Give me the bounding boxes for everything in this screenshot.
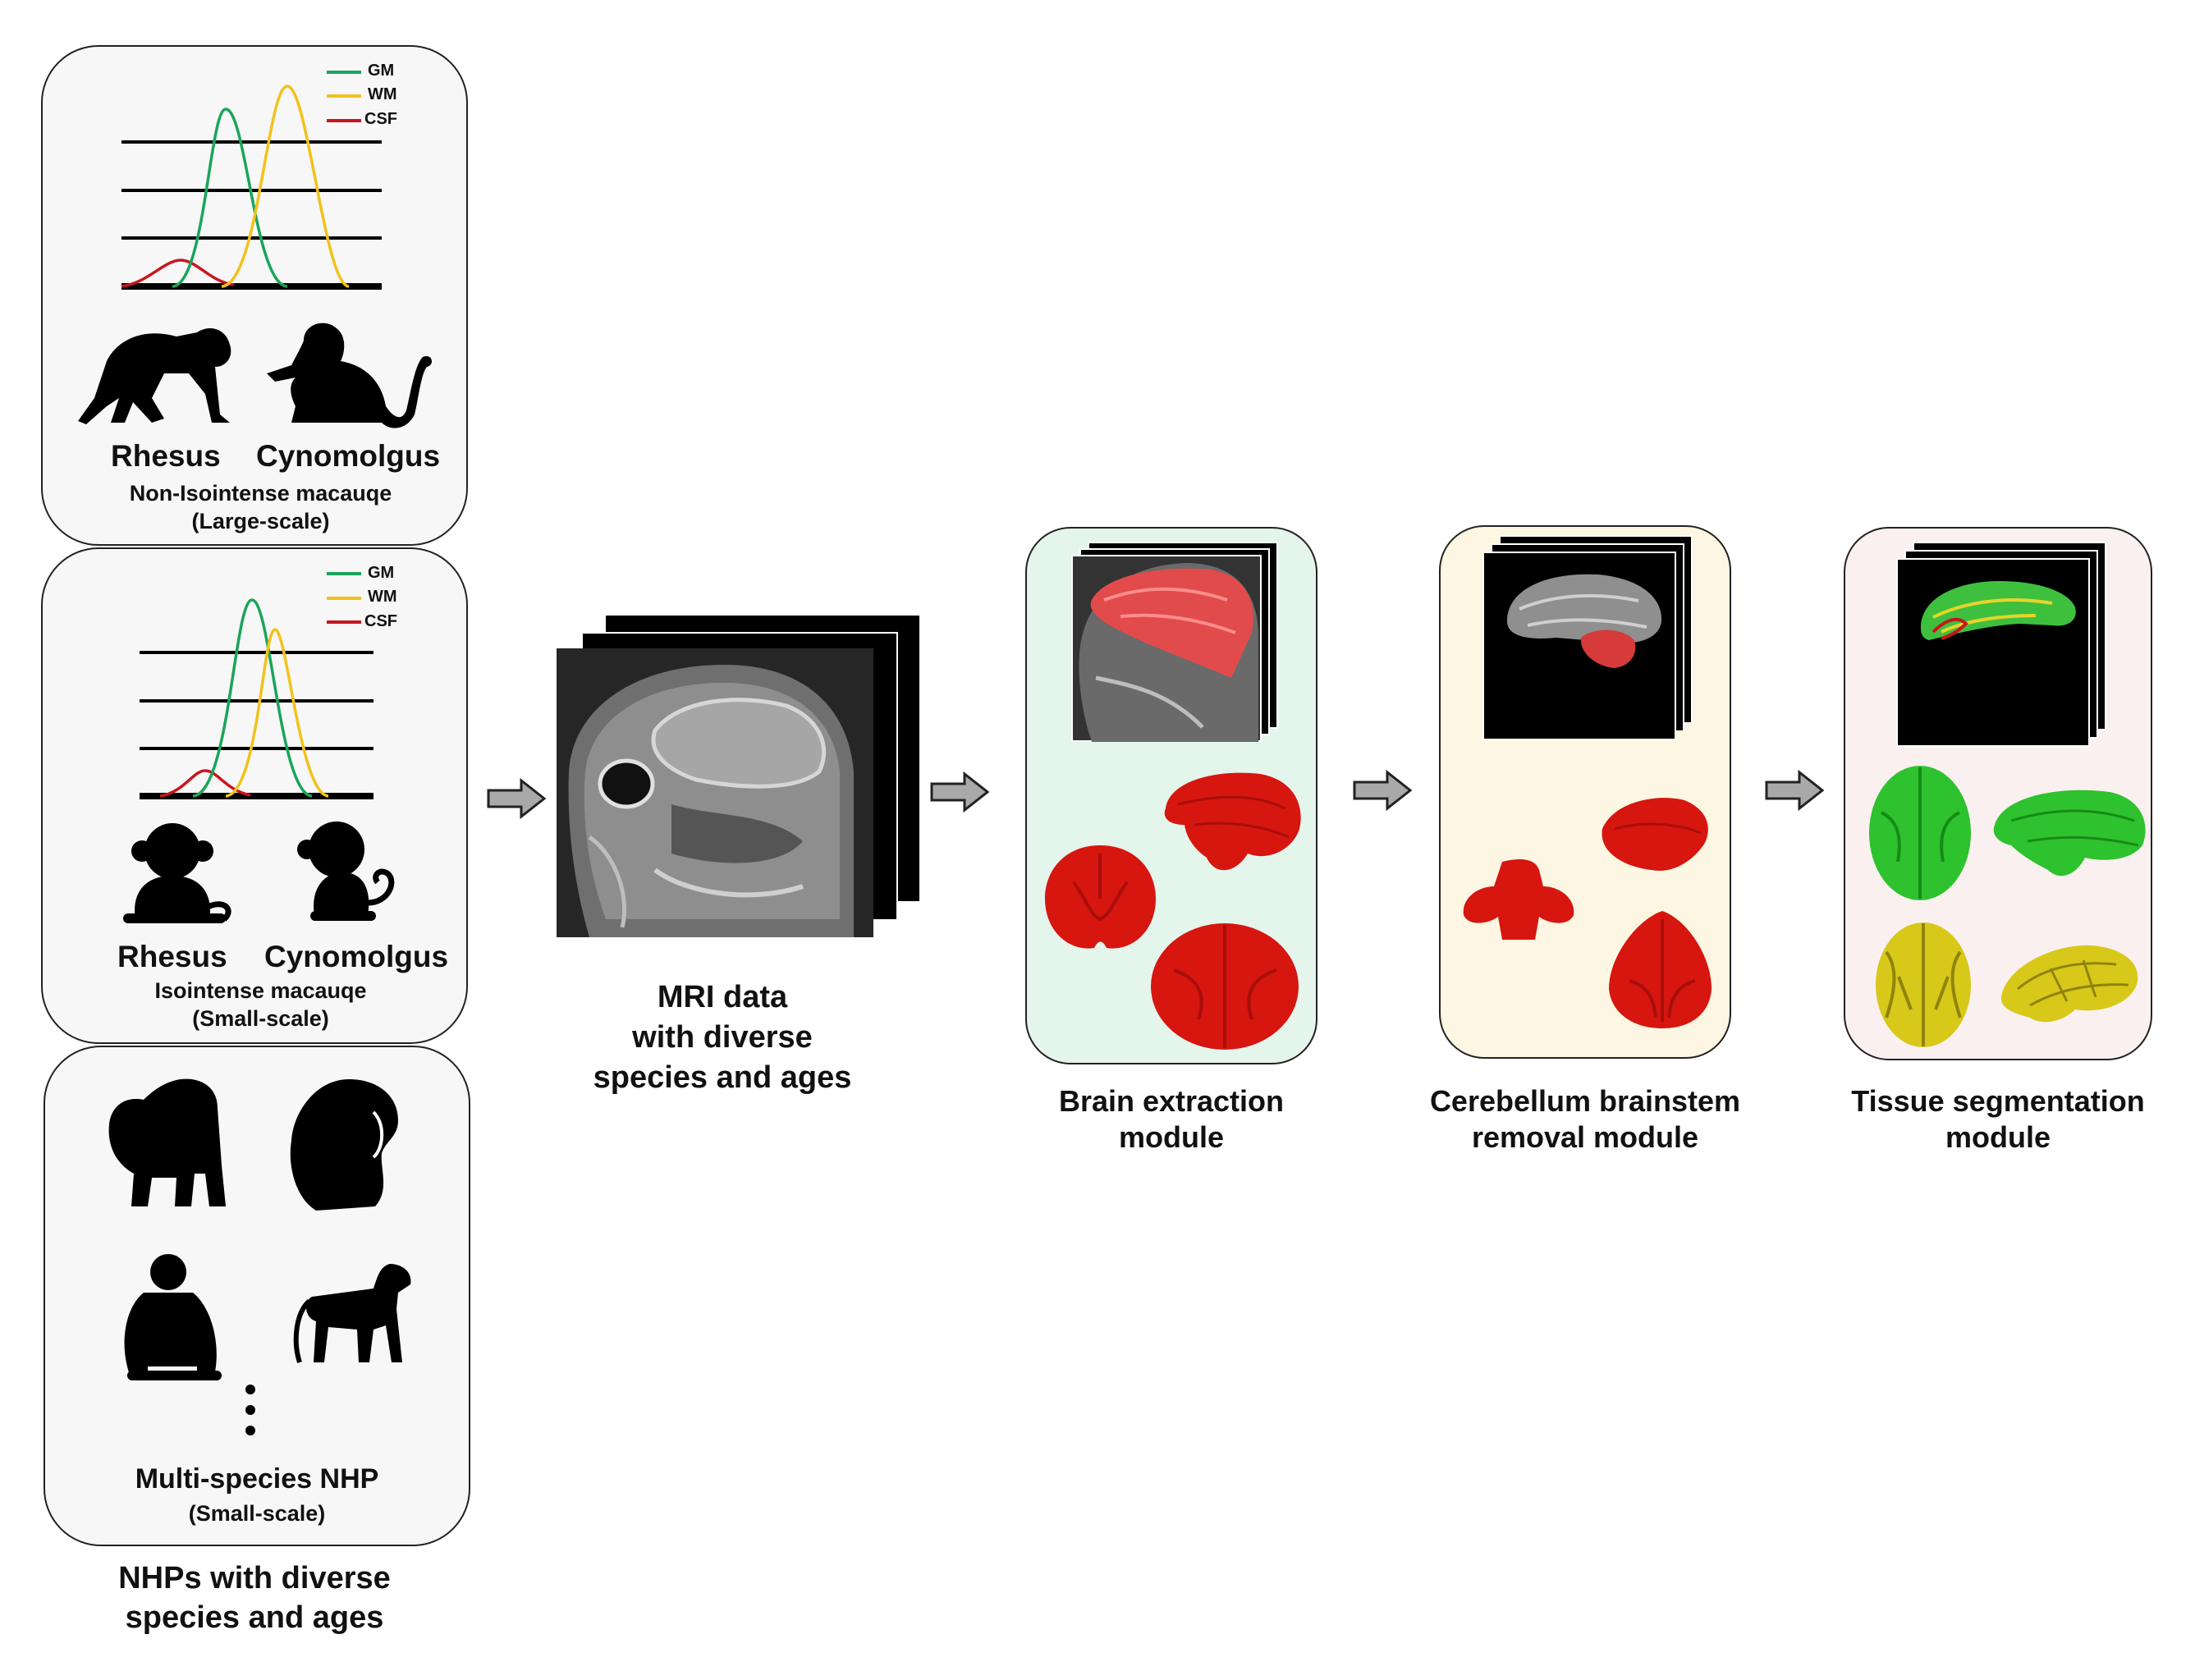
gm-3d-dorsal-render <box>1869 766 1971 900</box>
gorilla-silhouette-icon <box>108 1078 226 1206</box>
legend-csf-label: CSF <box>364 110 397 128</box>
legend-wm-label: WM <box>368 85 397 103</box>
species-label-rhesus: Rhesus <box>111 439 221 473</box>
cynomolgus-adult-silhouette-icon <box>267 323 433 428</box>
cerebellum-3d-dorsal-render <box>1609 911 1712 1028</box>
brain-3d-posterior-render <box>1045 845 1156 949</box>
legend-gm-label: GM <box>368 564 395 582</box>
legend-gm-label: GM <box>368 62 395 80</box>
species-label-cynomolgus: Cynomolgus <box>264 940 449 973</box>
panel-caption-scale: (Large-scale) <box>191 509 330 533</box>
panel-caption: Isointense macauqe <box>154 978 367 1003</box>
mri-caption-line2: with diverse <box>632 1020 813 1055</box>
left-column-caption-line2: species and ages <box>125 1600 384 1635</box>
rhesus-infant-silhouette-icon <box>123 823 231 923</box>
brain-mask-overlay-image <box>1079 563 1258 742</box>
panel-caption-scale: (Small-scale) <box>192 1006 329 1031</box>
histogram-non-isointense <box>121 71 382 290</box>
rhesus-adult-silhouette-icon <box>78 328 231 424</box>
left-column-caption-line1: NHPs with diverse <box>118 1561 391 1595</box>
cynomolgus-infant-silhouette-icon <box>297 822 395 921</box>
panel-caption: Non-Isointense macauqe <box>129 481 392 506</box>
brain-3d-lateral-render <box>1164 772 1301 871</box>
mri-caption-line1: MRI data <box>657 980 788 1014</box>
module-caption-line1: Tissue segmentation <box>1851 1084 2145 1118</box>
legend-csf-label: CSF <box>364 612 397 630</box>
cerebellum-3d-render <box>1602 798 1708 871</box>
wm-3d-lateral-render <box>2000 945 2138 1023</box>
chimpanzee-silhouette-icon <box>124 1254 222 1380</box>
flow-arrow-icon <box>487 777 547 820</box>
panel-non-isointense <box>41 45 468 546</box>
mri-head-image <box>557 648 873 937</box>
species-label-rhesus: Rhesus <box>117 940 227 973</box>
species-label-cynomolgus: Cynomolgus <box>256 439 441 473</box>
module-caption-line1: Brain extraction <box>1058 1084 1285 1118</box>
flow-arrow-icon <box>1353 769 1413 812</box>
module-caption-line2: module <box>1945 1120 2051 1154</box>
gm-3d-lateral-render <box>1993 790 2146 877</box>
panel-caption-scale: (Small-scale) <box>188 1501 326 1526</box>
mri-caption-line3: species and ages <box>593 1060 852 1095</box>
flow-arrow-icon <box>1765 769 1825 812</box>
wm-3d-dorsal-render <box>1876 922 1971 1047</box>
module-caption-line1: Cerebellum brainstem <box>1429 1084 1741 1118</box>
module-caption-line2: module <box>1118 1120 1224 1154</box>
histogram-isointense <box>140 572 373 799</box>
panel-caption: Multi-species NHP <box>135 1463 379 1495</box>
module-caption-line2: removal module <box>1471 1120 1699 1154</box>
legend-wm-label: WM <box>368 588 397 606</box>
flow-arrow-icon <box>930 771 990 813</box>
cerebrum-cerebellum-overlay-image <box>1507 574 1662 668</box>
tissue-segmentation-overlay-image <box>1921 580 2076 640</box>
orangutan-silhouette-icon <box>290 1079 398 1211</box>
more-species-ellipsis-icon <box>245 1385 255 1435</box>
brain-3d-dorsal-render <box>1151 923 1299 1050</box>
baboon-silhouette-icon <box>293 1264 411 1363</box>
brainstem-cerebellum-posterior-render <box>1463 859 1574 940</box>
